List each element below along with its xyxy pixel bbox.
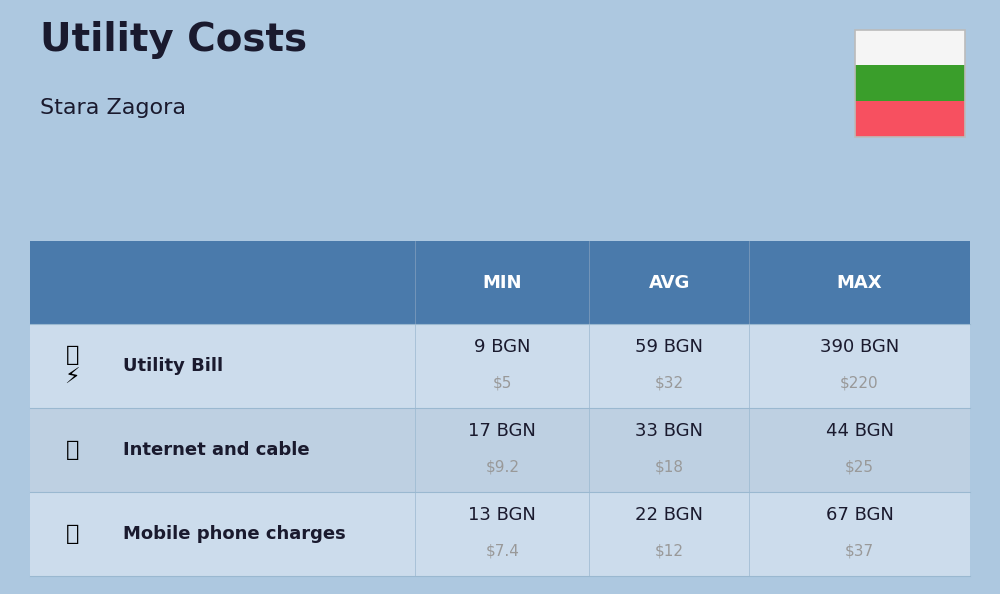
Text: $25: $25: [845, 459, 874, 475]
Bar: [749, 492, 970, 576]
Bar: [855, 30, 965, 65]
Text: 67 BGN: 67 BGN: [826, 506, 893, 525]
Text: 🔧
⚡: 🔧 ⚡: [64, 345, 80, 388]
Bar: [30, 492, 115, 576]
Bar: [589, 324, 749, 409]
Bar: [589, 241, 749, 324]
Text: $9.2: $9.2: [485, 459, 519, 475]
Text: Stara Zagora: Stara Zagora: [40, 98, 186, 118]
Bar: [415, 492, 589, 576]
Text: 9 BGN: 9 BGN: [474, 339, 531, 356]
Text: MAX: MAX: [837, 273, 882, 292]
Text: $12: $12: [655, 544, 684, 558]
Bar: [115, 409, 415, 492]
Bar: [115, 241, 415, 324]
Bar: [115, 324, 415, 409]
Bar: [115, 492, 415, 576]
Text: 390 BGN: 390 BGN: [820, 339, 899, 356]
Text: 33 BGN: 33 BGN: [635, 422, 703, 440]
Bar: [855, 30, 965, 137]
Bar: [415, 324, 589, 409]
Text: $18: $18: [655, 459, 684, 475]
Bar: [855, 65, 965, 101]
Text: 17 BGN: 17 BGN: [468, 422, 536, 440]
Text: $37: $37: [845, 544, 874, 558]
Bar: [415, 241, 589, 324]
Bar: [749, 324, 970, 409]
Bar: [415, 409, 589, 492]
Text: 44 BGN: 44 BGN: [826, 422, 894, 440]
Text: Internet and cable: Internet and cable: [123, 441, 309, 459]
Text: Utility Bill: Utility Bill: [123, 358, 223, 375]
Text: $7.4: $7.4: [485, 544, 519, 558]
Bar: [749, 409, 970, 492]
Bar: [30, 409, 115, 492]
Text: MIN: MIN: [483, 273, 522, 292]
Text: $220: $220: [840, 375, 879, 391]
Text: Utility Costs: Utility Costs: [40, 21, 307, 59]
Text: 22 BGN: 22 BGN: [635, 506, 703, 525]
Text: 📱: 📱: [66, 525, 79, 544]
Text: Mobile phone charges: Mobile phone charges: [123, 525, 345, 544]
Bar: [30, 324, 115, 409]
Bar: [30, 241, 970, 576]
Text: 59 BGN: 59 BGN: [635, 339, 703, 356]
Text: 📶: 📶: [66, 440, 79, 460]
Bar: [30, 241, 115, 324]
Text: $5: $5: [493, 375, 512, 391]
Text: 13 BGN: 13 BGN: [468, 506, 536, 525]
Bar: [855, 101, 965, 137]
Bar: [589, 492, 749, 576]
Text: AVG: AVG: [649, 273, 690, 292]
Bar: [589, 409, 749, 492]
Text: $32: $32: [655, 375, 684, 391]
Bar: [749, 241, 970, 324]
